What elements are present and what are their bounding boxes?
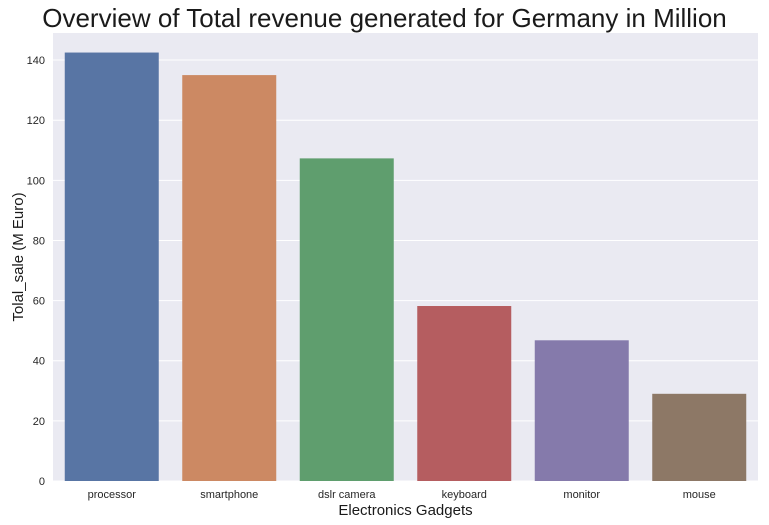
bars [64,52,747,481]
x-tick-label: processor [88,489,137,501]
bar-smartphone [182,75,277,481]
y-tick-label: 120 [27,115,45,127]
x-tick-label: mouse [683,489,716,501]
x-axis-ticks: processor smartphone dslr camera keyboard mo… [88,489,716,501]
bar-mouse [652,393,747,481]
bar-keyboard [417,306,512,481]
y-tick-label: 140 [27,55,45,67]
y-tick-label: 100 [27,175,45,187]
bar-monitor [534,340,629,481]
y-axis-ticks: 0 20 40 60 80 100 120 140 [27,55,45,488]
chart-title: Overview of Total revenue generated for … [42,3,727,33]
grid-lines [53,59,758,482]
y-tick-label: 0 [39,476,45,488]
y-tick-label: 80 [33,235,45,247]
bar-dslr-camera [299,158,394,481]
x-tick-label: monitor [563,489,600,501]
x-tick-label: dslr camera [318,489,376,501]
y-tick-label: 20 [33,416,45,428]
bar-processor [64,52,159,481]
x-axis-label: Electronics Gadgets [338,502,472,519]
y-tick-label: 60 [33,296,45,308]
x-tick-label: smartphone [200,489,258,501]
y-axis-label: Tolal_sale (M Euro) [10,192,27,321]
plot-area [53,33,758,481]
y-tick-label: 40 [33,356,45,368]
x-tick-label: keyboard [442,489,487,501]
